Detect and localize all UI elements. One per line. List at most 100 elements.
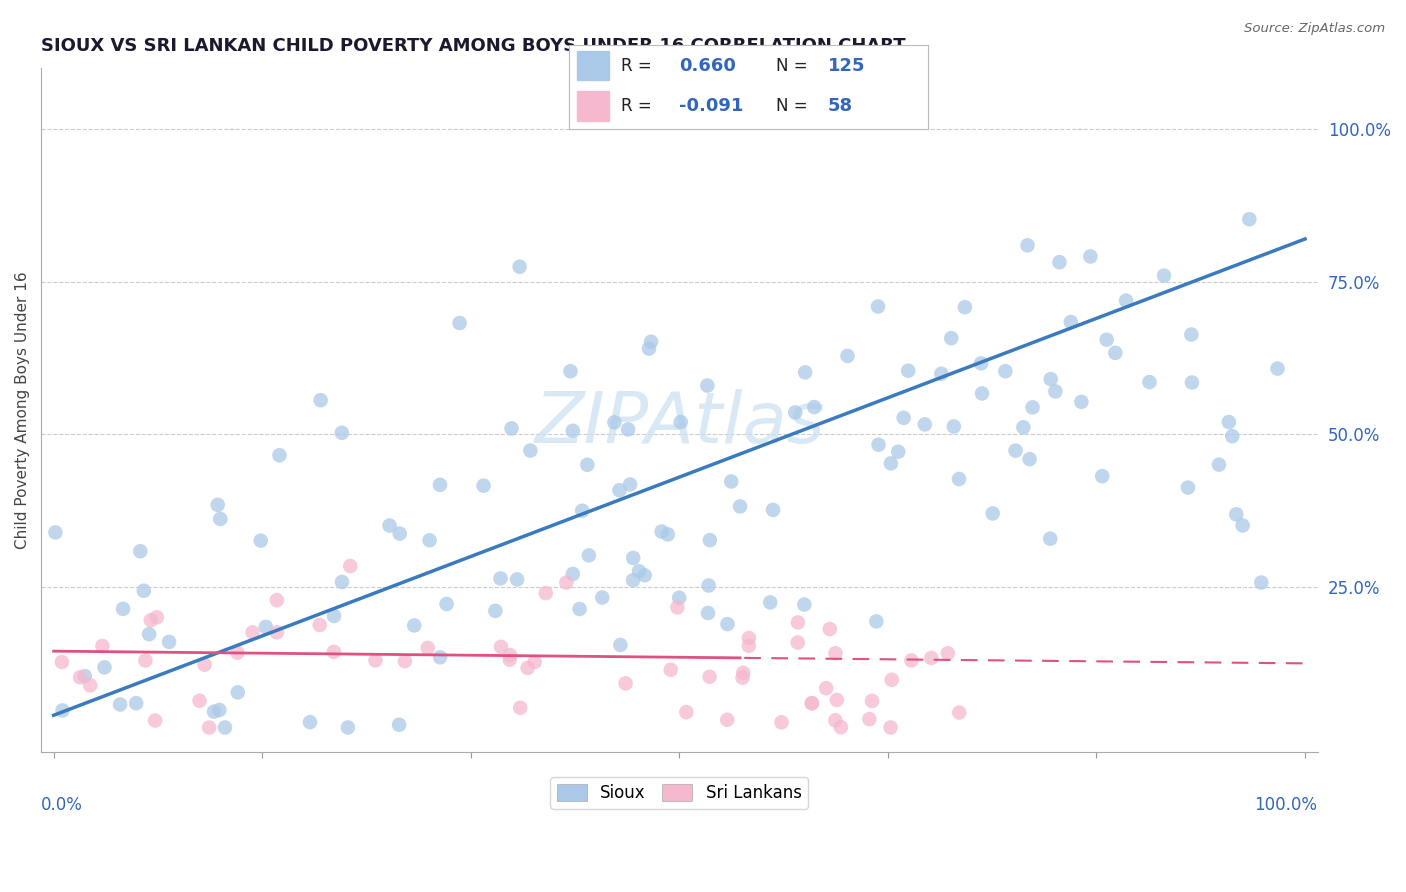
Point xyxy=(627,564,650,578)
Point xyxy=(1180,327,1202,342)
Point xyxy=(489,640,512,654)
Point xyxy=(93,660,115,674)
Point xyxy=(1232,518,1254,533)
Point xyxy=(1139,375,1161,389)
Point xyxy=(1208,458,1230,472)
Point xyxy=(489,571,512,585)
Bar xyxy=(576,91,609,120)
Point xyxy=(609,483,631,498)
Point xyxy=(266,593,288,607)
Point xyxy=(378,518,401,533)
Point xyxy=(621,551,644,566)
Point xyxy=(887,444,910,458)
Point xyxy=(770,715,793,730)
Point xyxy=(1218,415,1240,429)
Point xyxy=(1039,532,1062,546)
Point xyxy=(638,342,661,356)
Point xyxy=(970,356,993,370)
Point xyxy=(1177,481,1199,495)
Point xyxy=(226,685,249,699)
Point xyxy=(994,364,1017,378)
Point xyxy=(699,533,721,548)
Point xyxy=(948,706,970,720)
Point xyxy=(138,627,160,641)
Point xyxy=(51,703,73,717)
Point xyxy=(759,595,782,609)
Point xyxy=(226,646,249,660)
Point xyxy=(920,651,942,665)
Point xyxy=(249,533,271,548)
Point xyxy=(900,653,922,667)
Point xyxy=(254,620,277,634)
Point xyxy=(621,573,644,587)
Point xyxy=(786,635,808,649)
Point xyxy=(298,715,321,730)
Point xyxy=(936,646,959,660)
Point xyxy=(1018,452,1040,467)
Point xyxy=(914,417,936,432)
Point xyxy=(651,524,673,539)
Point xyxy=(1239,212,1261,227)
Point xyxy=(815,681,838,696)
Point xyxy=(436,597,458,611)
Point xyxy=(336,721,359,735)
Point xyxy=(51,655,73,669)
Point xyxy=(416,640,439,655)
Point xyxy=(208,703,231,717)
Point xyxy=(330,425,353,440)
Point xyxy=(731,671,754,685)
Point xyxy=(1104,346,1126,360)
Point xyxy=(330,574,353,589)
Point xyxy=(568,602,591,616)
Text: N =: N = xyxy=(776,97,807,115)
Point xyxy=(555,575,578,590)
Point xyxy=(837,349,859,363)
Point xyxy=(803,400,825,414)
Point xyxy=(499,648,522,662)
Point xyxy=(1004,443,1026,458)
Text: 0.660: 0.660 xyxy=(679,57,735,75)
Point xyxy=(44,525,66,540)
Point xyxy=(931,367,953,381)
Point xyxy=(733,665,755,680)
Point xyxy=(561,424,583,438)
Point xyxy=(576,458,599,472)
Point xyxy=(697,578,720,592)
Point xyxy=(1017,238,1039,252)
Point xyxy=(1250,575,1272,590)
Point xyxy=(534,586,557,600)
Point xyxy=(614,676,637,690)
Point xyxy=(69,670,91,684)
Point xyxy=(603,416,626,430)
Point xyxy=(519,443,541,458)
Text: -0.091: -0.091 xyxy=(679,97,744,115)
Point xyxy=(394,654,416,668)
Point xyxy=(523,655,546,669)
Point xyxy=(879,721,901,735)
Point xyxy=(669,415,692,429)
Point xyxy=(818,622,841,636)
Text: 100.0%: 100.0% xyxy=(1254,797,1317,814)
Point xyxy=(893,410,915,425)
Point xyxy=(157,635,180,649)
Point xyxy=(716,617,738,632)
Point xyxy=(578,549,600,563)
Point xyxy=(129,544,152,558)
Point xyxy=(388,718,411,732)
Point xyxy=(1049,255,1071,269)
Point xyxy=(858,712,880,726)
Point xyxy=(388,526,411,541)
Point xyxy=(449,316,471,330)
Point xyxy=(825,693,848,707)
Text: SIOUX VS SRI LANKAN CHILD POVERTY AMONG BOYS UNDER 16 CORRELATION CHART: SIOUX VS SRI LANKAN CHILD POVERTY AMONG … xyxy=(41,37,905,55)
Point xyxy=(785,405,807,419)
Point xyxy=(419,533,441,548)
Point xyxy=(516,661,538,675)
Point xyxy=(793,598,815,612)
Point xyxy=(571,504,593,518)
Legend: Sioux, Sri Lankans: Sioux, Sri Lankans xyxy=(550,777,808,808)
Point xyxy=(1080,249,1102,263)
Point xyxy=(942,419,965,434)
Text: 125: 125 xyxy=(828,57,865,75)
Point xyxy=(699,670,721,684)
